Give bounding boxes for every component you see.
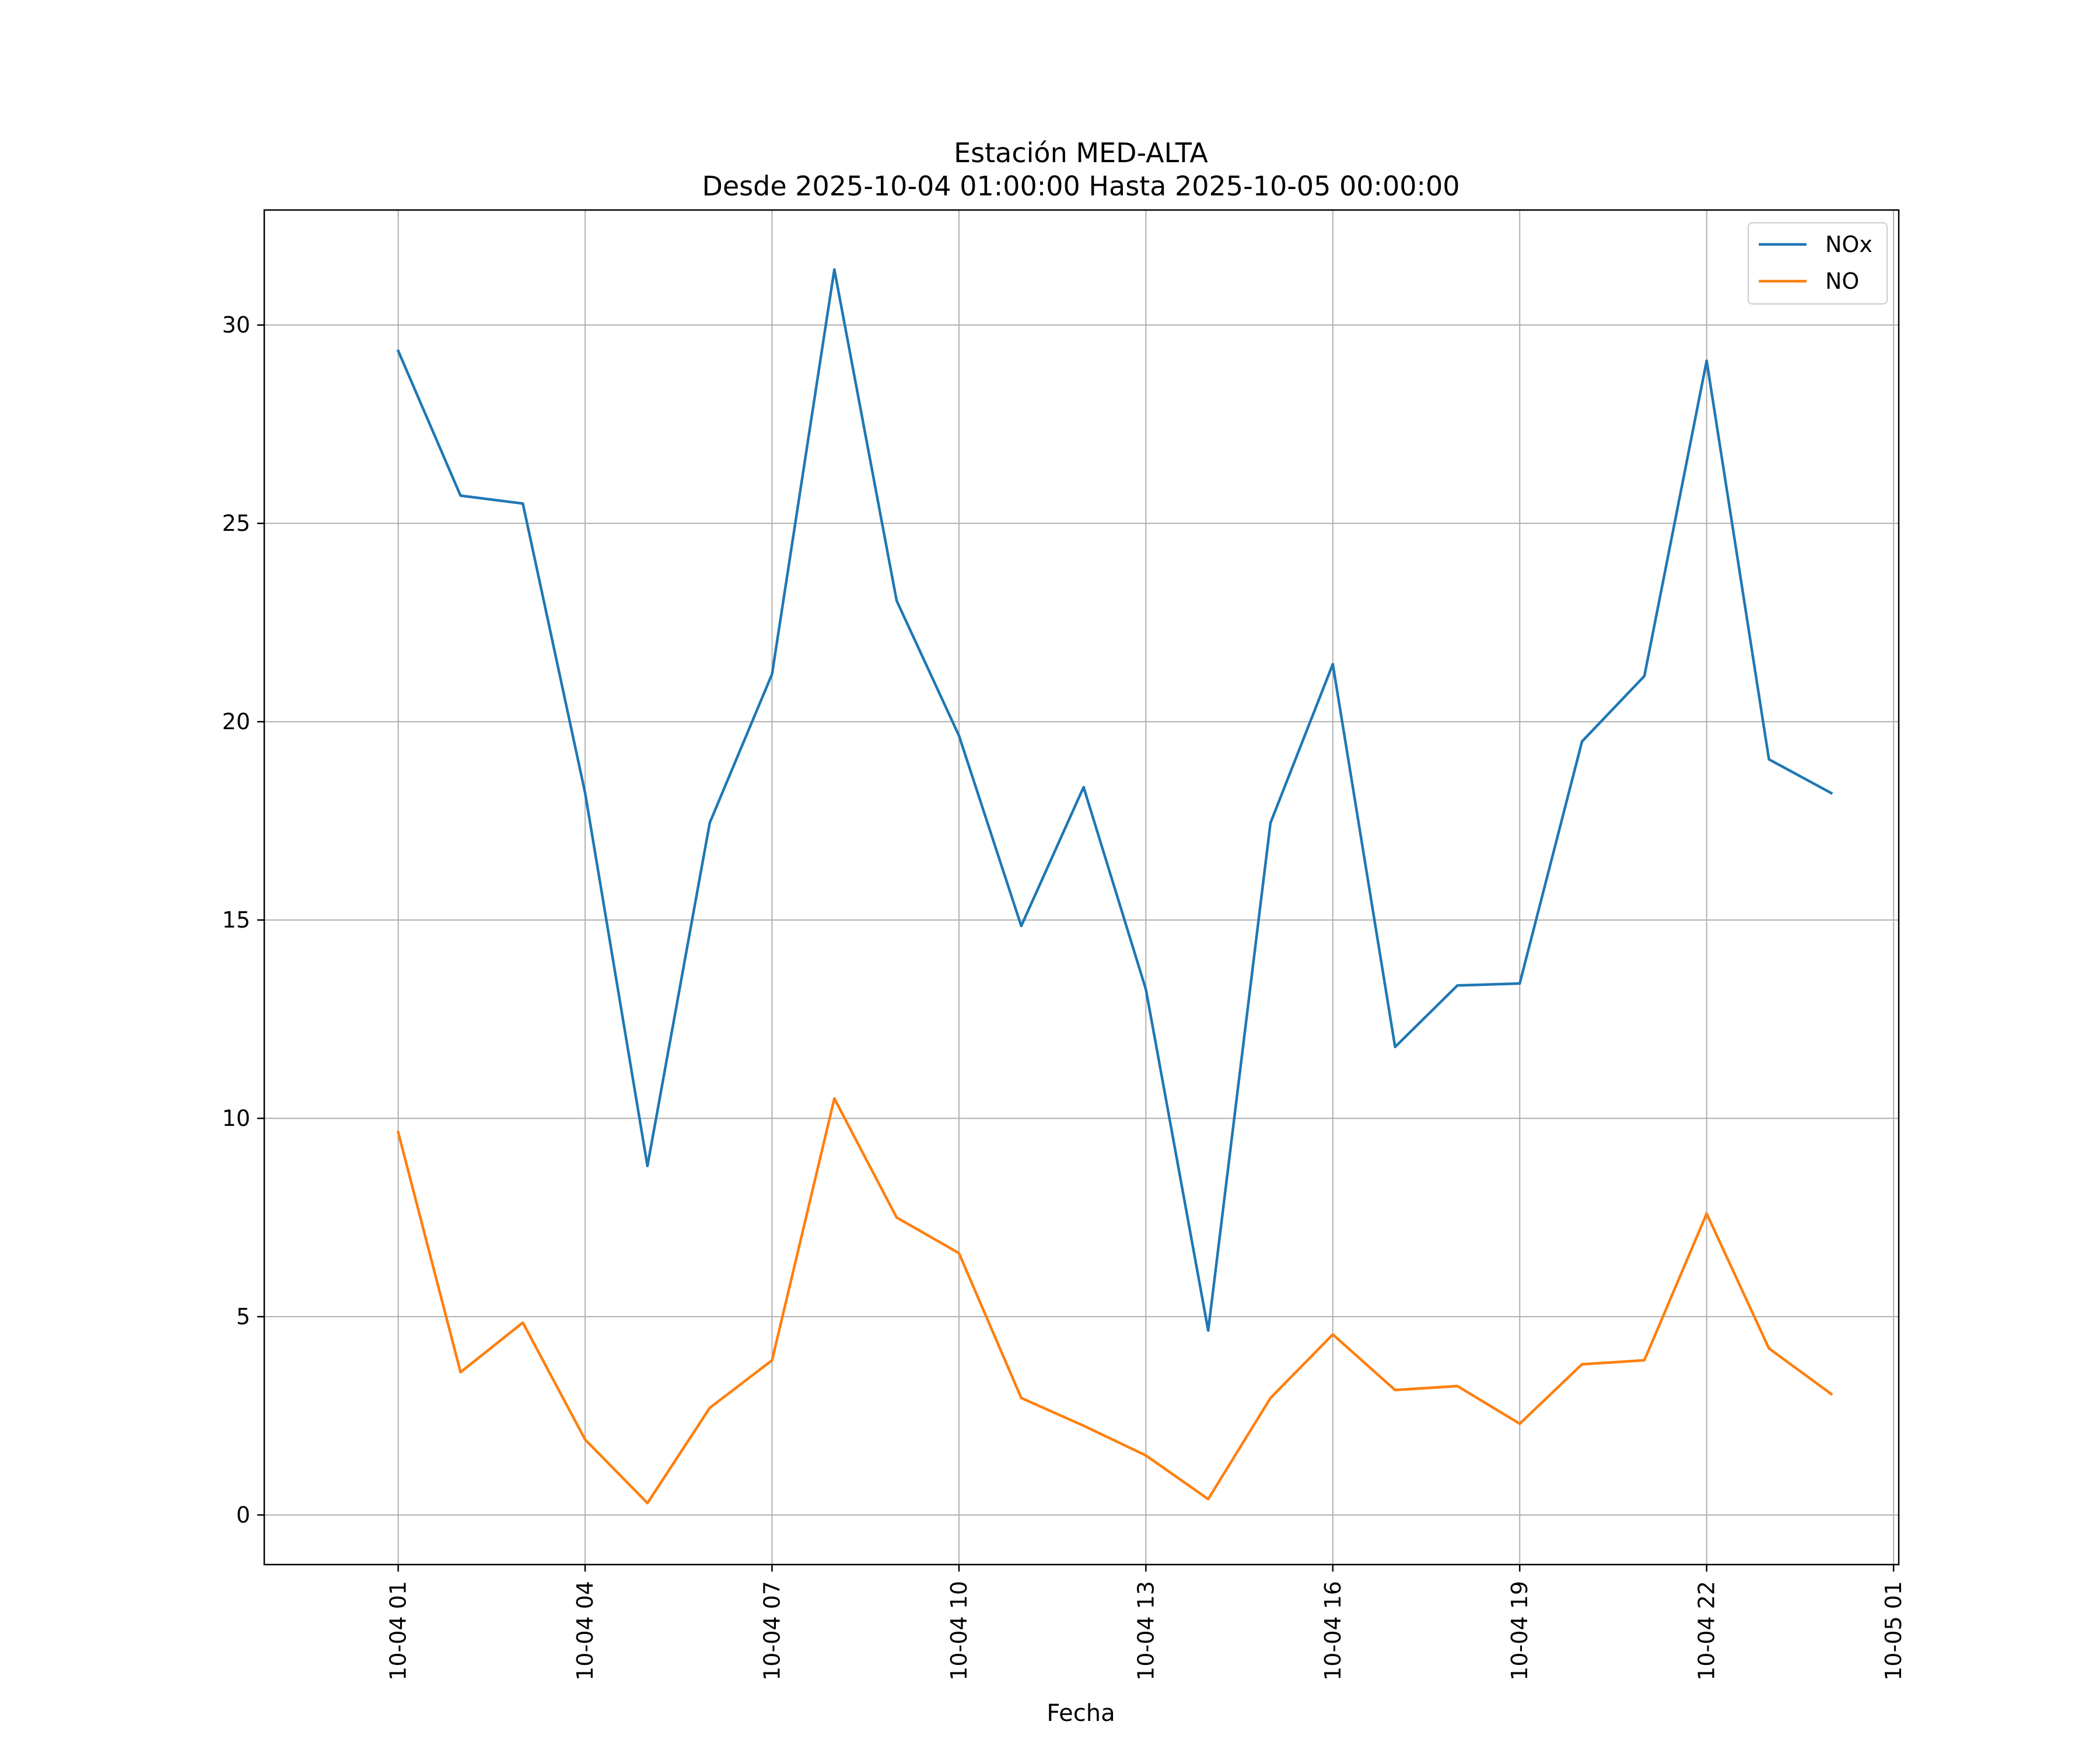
x-tick-label: 10-05 01 bbox=[1881, 1581, 1906, 1681]
chart-subtitle: Desde 2025-10-04 01:00:00 Hasta 2025-10-… bbox=[702, 170, 1460, 202]
x-tick-label: 10-04 01 bbox=[386, 1581, 411, 1681]
y-tick-label: 20 bbox=[222, 709, 250, 734]
x-tick-label: 10-04 04 bbox=[572, 1581, 598, 1681]
x-tick-label: 10-04 10 bbox=[946, 1581, 972, 1681]
legend-label: NO bbox=[1825, 268, 1859, 294]
series-line-no bbox=[396, 1097, 1833, 1504]
x-tick-label: 10-04 22 bbox=[1694, 1581, 1720, 1681]
x-tick-label: 10-04 19 bbox=[1507, 1581, 1532, 1681]
chart-title: Estación MED-ALTA bbox=[954, 137, 1208, 169]
series-lines bbox=[396, 268, 1833, 1504]
x-tick-label: 10-04 16 bbox=[1320, 1581, 1346, 1681]
plot-frame bbox=[263, 209, 1900, 1566]
grid-lines bbox=[264, 210, 1899, 1565]
y-tick-label: 10 bbox=[222, 1105, 250, 1131]
x-tick-label: 10-04 07 bbox=[760, 1581, 785, 1681]
x-tick-label: 10-04 13 bbox=[1133, 1581, 1158, 1681]
y-tick-label: 0 bbox=[236, 1502, 250, 1528]
legend: NOx NO bbox=[1748, 222, 1888, 305]
legend-label: NOx bbox=[1825, 232, 1873, 257]
x-axis-label: Fecha bbox=[1046, 1700, 1115, 1727]
axis-ticks: 10-04 01 10-04 04 10-04 07 10-04 10 10-04 13… bbox=[222, 312, 1906, 1681]
y-tick-label: 30 bbox=[222, 312, 250, 338]
y-tick-label: 15 bbox=[222, 907, 250, 933]
y-tick-label: 25 bbox=[222, 510, 250, 536]
y-tick-label: 5 bbox=[236, 1304, 250, 1329]
series-line-nox bbox=[396, 268, 1833, 1332]
